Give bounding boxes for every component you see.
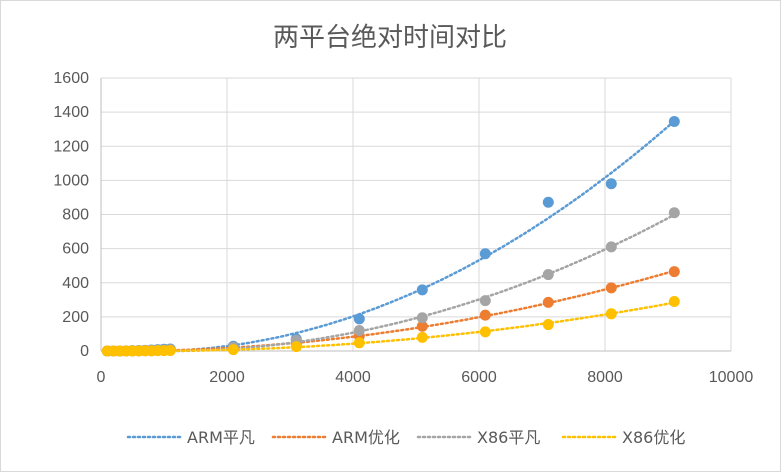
data-point-series-4: [290, 341, 302, 353]
x-tick-label: 6000: [461, 369, 497, 386]
data-point-series-3: [353, 325, 365, 337]
data-point-series-2: [479, 309, 491, 321]
legend: ARM平凡 ARM优化 X86平凡 X86优化: [126, 428, 685, 447]
data-point-series-2: [542, 296, 554, 308]
chart-title: 两平台绝对时间对比: [273, 23, 507, 53]
data-point-series-4: [542, 319, 554, 331]
data-point-series-3: [668, 207, 680, 219]
y-tick-label: 1600: [53, 70, 89, 87]
data-point-series-1: [416, 284, 428, 296]
data-point-series-1: [542, 196, 554, 208]
y-tick-label: 200: [62, 309, 89, 326]
data-point-series-3: [416, 312, 428, 324]
data-point-series-3: [605, 241, 617, 253]
data-point-series-4: [605, 308, 617, 320]
data-point-series-1: [353, 313, 365, 325]
trendline-series-2: [106, 269, 676, 353]
trendline-series-4: [106, 301, 676, 353]
x-tick-label: 4000: [335, 369, 371, 386]
data-point-series-2: [668, 266, 680, 278]
data-point-series-4: [353, 337, 365, 349]
y-tick-label: 1400: [53, 104, 89, 121]
tick-labels: 0 200 400 600 800 1000 1200 1400 1600 0 2000 4000 60…: [53, 70, 753, 386]
y-tick-label: 600: [62, 241, 89, 258]
data-point-series-4: [479, 326, 491, 338]
legend-label-series-2: ARM优化: [332, 428, 400, 447]
data-point-series-4: [668, 296, 680, 308]
y-tick-label: 1000: [53, 172, 89, 189]
axes: [100, 78, 731, 352]
x-tick-label: 0: [97, 369, 106, 386]
data-points: [101, 116, 680, 357]
gridlines: [101, 77, 732, 351]
y-tick-label: 400: [62, 275, 89, 292]
data-point-series-4: [416, 331, 428, 343]
x-tick-label: 10000: [709, 369, 754, 386]
legend-label-series-4: X86优化: [622, 428, 685, 447]
y-tick-label: 800: [62, 207, 89, 224]
data-point-series-1: [479, 248, 491, 260]
data-point-series-2: [416, 320, 428, 332]
x-tick-label: 2000: [209, 369, 245, 386]
data-point-series-4: [164, 344, 176, 356]
y-tick-label: 1200: [53, 138, 89, 155]
legend-label-series-1: ARM平凡: [187, 428, 255, 447]
legend-label-series-3: X86平凡: [477, 428, 540, 447]
trendlines: [106, 119, 676, 353]
y-tick-label: 0: [80, 343, 89, 360]
data-point-series-1: [668, 116, 680, 128]
data-point-series-1: [605, 178, 617, 190]
data-point-series-2: [605, 282, 617, 294]
data-point-series-3: [542, 269, 554, 281]
x-tick-label: 8000: [587, 369, 623, 386]
data-point-series-4: [227, 344, 239, 356]
data-point-series-3: [479, 295, 491, 307]
